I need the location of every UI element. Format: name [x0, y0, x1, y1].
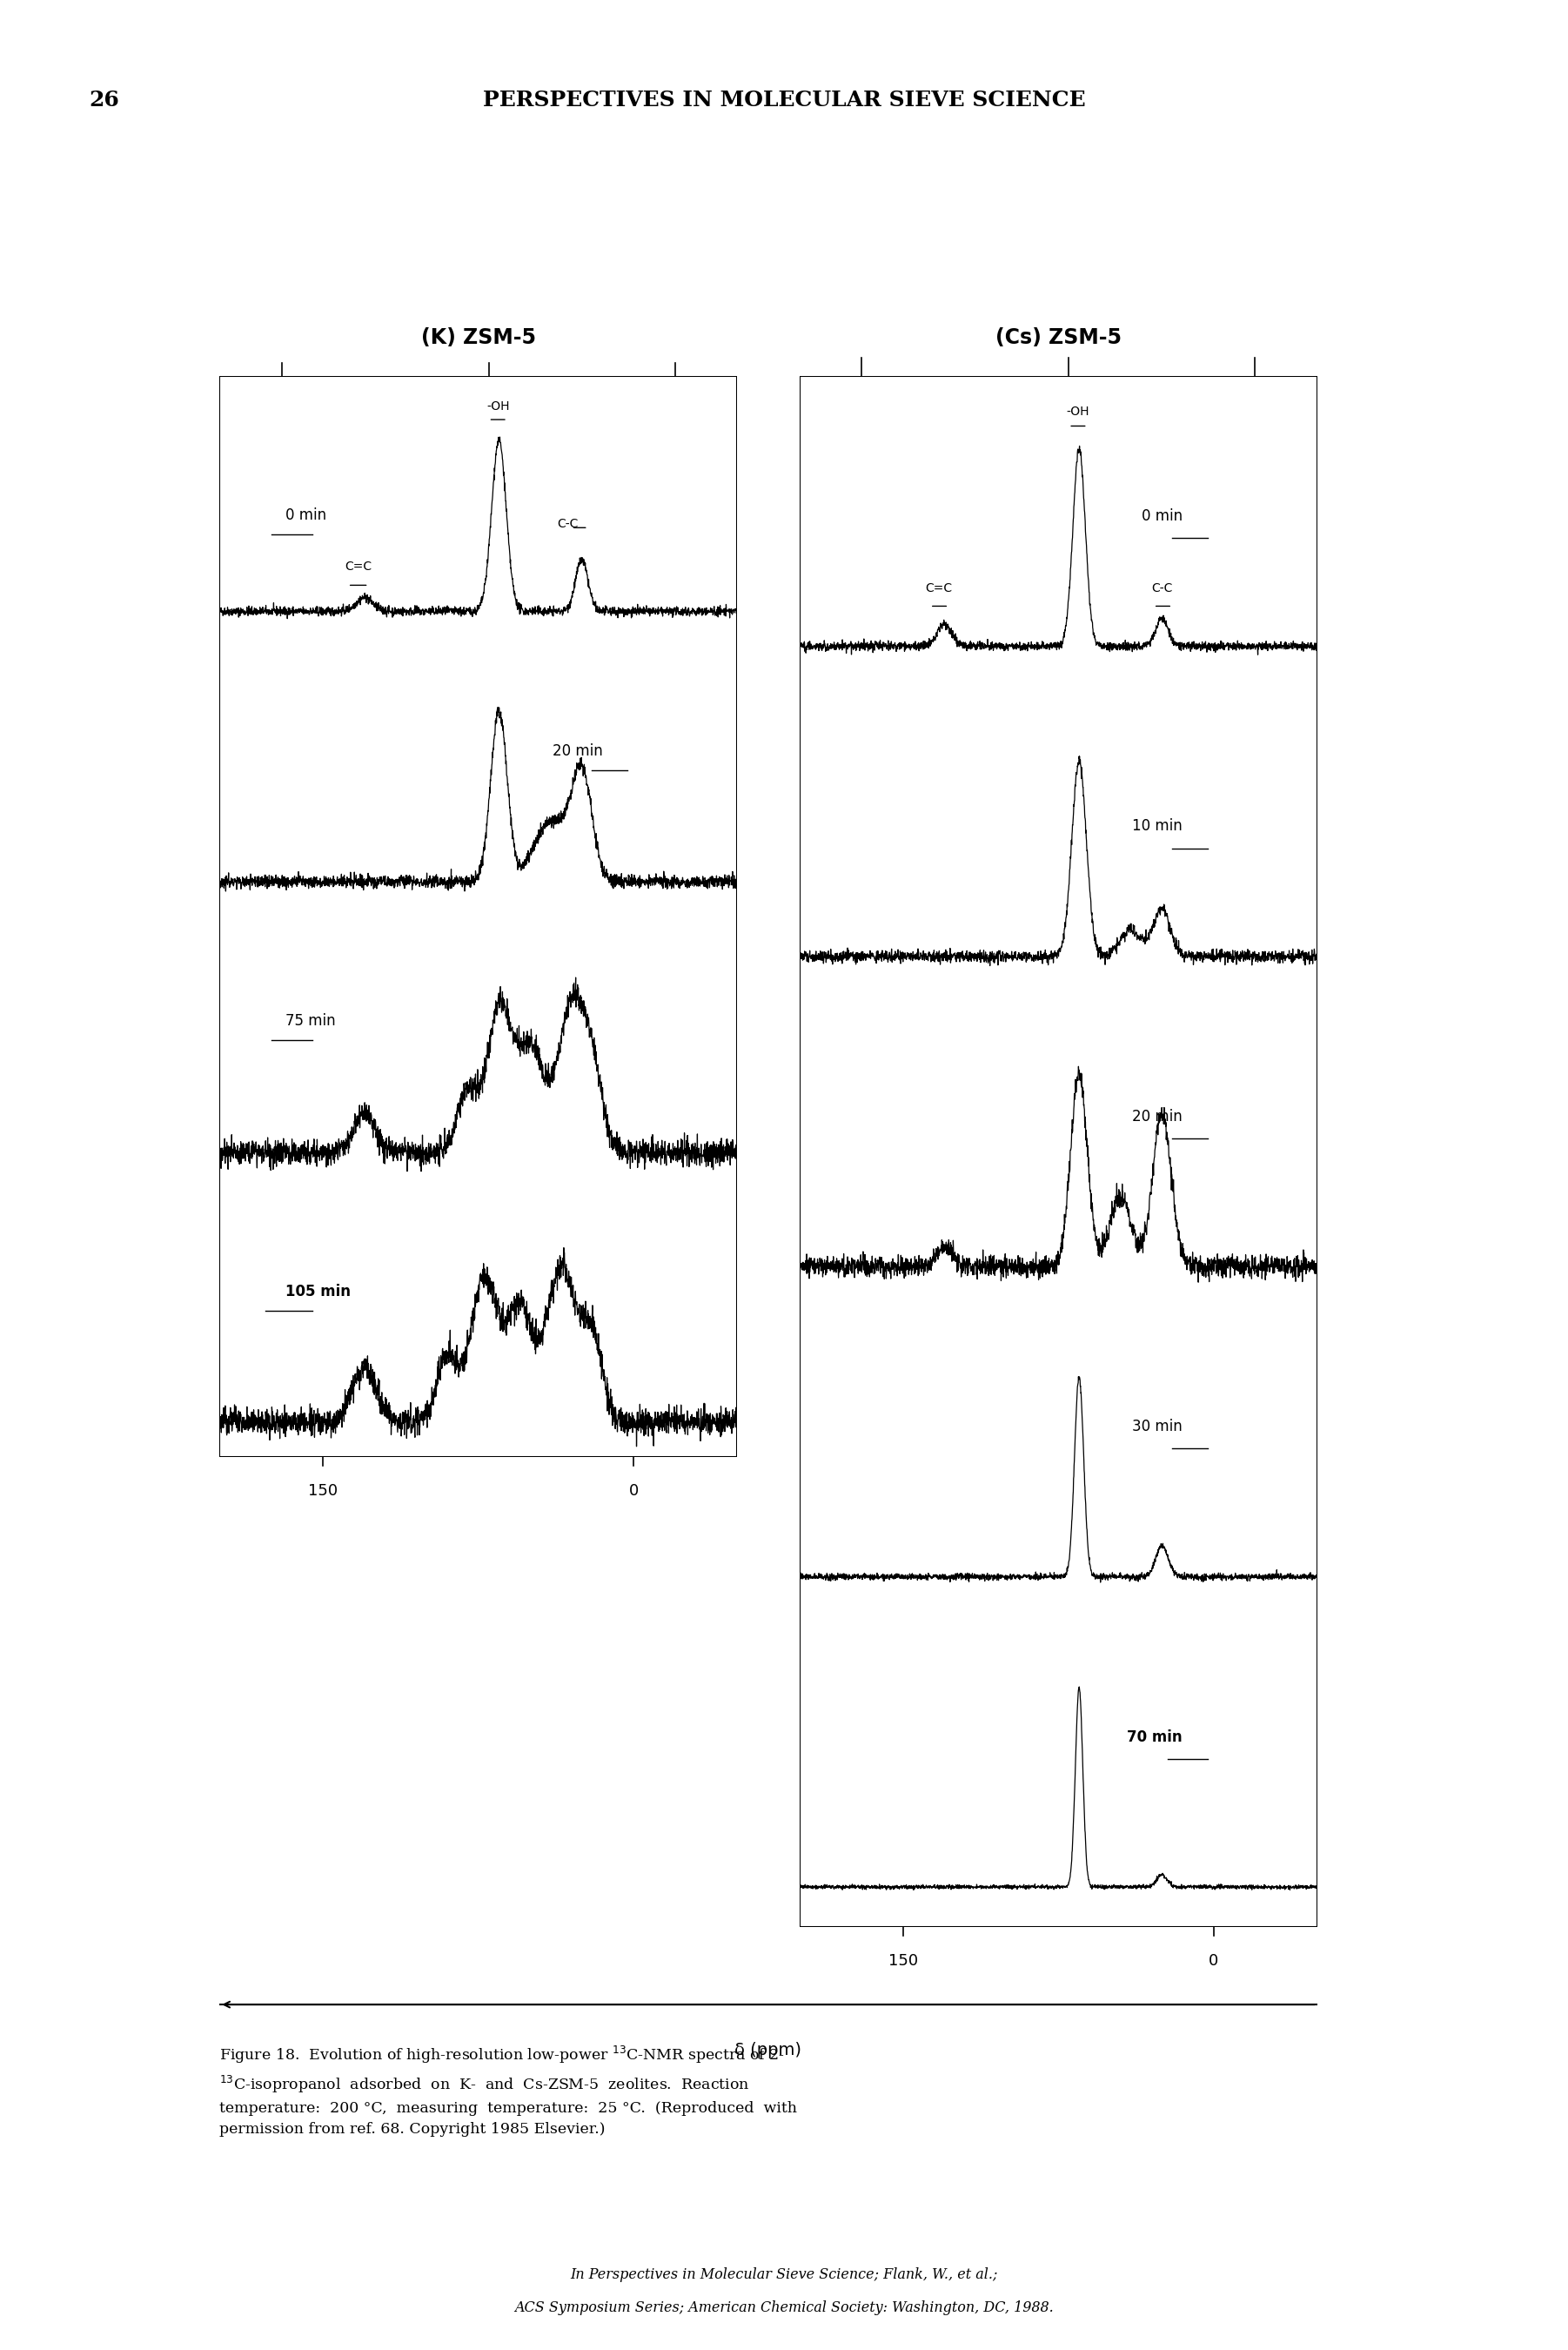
Text: (Cs) ZSM-5: (Cs) ZSM-5 — [996, 327, 1121, 348]
Text: 0: 0 — [629, 1483, 638, 1499]
Text: C=C: C=C — [925, 583, 952, 595]
Text: 20 min: 20 min — [1132, 1109, 1182, 1123]
Text: 26: 26 — [89, 89, 119, 110]
Text: δ (ppm): δ (ppm) — [735, 2042, 801, 2059]
Text: 70 min: 70 min — [1127, 1730, 1182, 1744]
Text: 30 min: 30 min — [1132, 1419, 1182, 1434]
Text: In Perspectives in Molecular Sieve Science; Flank, W., et al.;: In Perspectives in Molecular Sieve Scien… — [571, 2268, 997, 2282]
Text: 0 min: 0 min — [1142, 508, 1182, 524]
Text: Figure 18.  Evolution of high-resolution low-power $^{13}$C-NMR spectra of 2-
$^: Figure 18. Evolution of high-resolution … — [220, 2044, 797, 2136]
Text: 150: 150 — [889, 1953, 917, 1969]
Text: C-C: C-C — [1151, 583, 1173, 595]
Text: ACS Symposium Series; American Chemical Society: Washington, DC, 1988.: ACS Symposium Series; American Chemical … — [514, 2301, 1054, 2315]
Text: 150: 150 — [309, 1483, 337, 1499]
Text: 105 min: 105 min — [285, 1283, 351, 1300]
Text: C-C: C-C — [557, 517, 579, 531]
Text: 0 min: 0 min — [285, 508, 326, 524]
Text: -OH: -OH — [1066, 407, 1090, 418]
Text: -OH: -OH — [486, 400, 510, 414]
Text: PERSPECTIVES IN MOLECULAR SIEVE SCIENCE: PERSPECTIVES IN MOLECULAR SIEVE SCIENCE — [483, 89, 1085, 110]
Text: (K) ZSM-5: (K) ZSM-5 — [420, 327, 536, 348]
Text: 10 min: 10 min — [1132, 818, 1182, 834]
Text: C=C: C=C — [345, 562, 372, 573]
Text: 20 min: 20 min — [552, 743, 602, 759]
Text: 75 min: 75 min — [285, 1013, 336, 1029]
Text: 0: 0 — [1209, 1953, 1218, 1969]
